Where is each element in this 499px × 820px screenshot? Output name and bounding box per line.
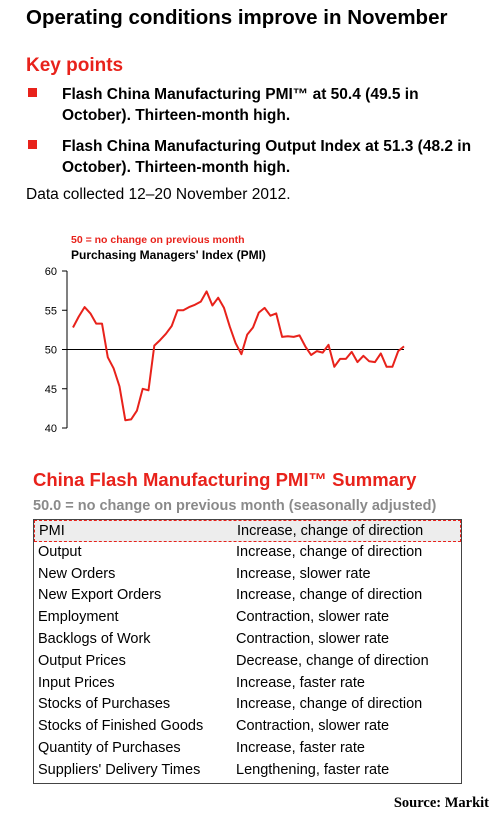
row-label: Stocks of Purchases (38, 696, 171, 713)
y-tick-label: 50 (45, 345, 57, 357)
table-row: PMI Increase, change of direction (34, 520, 461, 542)
row-label: Employment (38, 609, 119, 626)
row-label: Suppliers' Delivery Times (38, 761, 201, 778)
key-point-text: Flash China Manufacturing Output Index a… (62, 138, 472, 176)
table-row: Output Prices Decrease, change of directi… (34, 651, 461, 673)
summary-table: PMI Increase, change of direction Output In… (33, 519, 462, 784)
y-tick-label: 60 (45, 266, 57, 278)
row-label: New Export Orders (38, 587, 162, 604)
page-title: Operating conditions improve in November (26, 6, 448, 29)
y-tick-label: 40 (45, 423, 57, 435)
row-value: Contraction, slower rate (236, 631, 390, 647)
row-label: Quantity of Purchases (38, 740, 181, 756)
row-label: Output (38, 543, 82, 560)
row-value: Increase, change of direction (236, 696, 423, 713)
row-label: Output Prices (38, 652, 126, 669)
pmi-series-line (72, 290, 405, 422)
row-value: Increase, slower rate (236, 565, 371, 582)
table-row: Backlogs of Work Contraction, slower rate (34, 629, 461, 651)
y-tick-label: 55 (45, 305, 57, 317)
row-label: Backlogs of Work (38, 631, 151, 647)
table-row: Output Increase, change of direction (34, 542, 461, 564)
chart-title: Purchasing Managers' Index (PMI) (71, 248, 266, 262)
source-credit: Source: Markit (393, 795, 489, 811)
data-collected-note: Data collected 12–20 November 2012. (26, 186, 291, 203)
row-value: Lengthening, faster rate (236, 761, 390, 778)
bullet-square-icon (28, 140, 37, 149)
key-points-heading: Key points (26, 55, 124, 76)
row-value: Contraction, slower rate (236, 609, 390, 626)
row-label: PMI (39, 523, 65, 539)
row-label: Input Prices (38, 674, 115, 691)
table-row: New Export Orders Increase, change of dir… (34, 585, 461, 607)
table-row: Quantity of Purchases Increase, faster ra… (34, 738, 461, 760)
table-row: Stocks of Finished Goods Contraction, slo… (34, 716, 461, 738)
table-row: Input Prices Increase, faster rate (34, 673, 461, 695)
row-label: Stocks of Finished Goods (38, 718, 204, 735)
row-value: Contraction, slower rate (236, 718, 390, 735)
chart-annotation: 50 = no change on previous month (71, 234, 245, 246)
pmi-line-chart: 50 = no change on previous month Purchas… (45, 234, 405, 435)
row-value: Increase, change of direction (237, 523, 424, 539)
row-value: Increase, faster rate (236, 674, 365, 691)
key-point-text: Flash China Manufacturing PMI™ at 50.4 (… (62, 86, 419, 124)
table-row: Stocks of Purchases Increase, change of d… (34, 694, 461, 716)
y-tick-label: 45 (45, 384, 57, 396)
row-value: Increase, change of direction (236, 543, 423, 560)
row-value: Decrease, change of direction (236, 652, 429, 669)
row-value: Increase, faster rate (236, 740, 365, 756)
table-row: Suppliers' Delivery Times Lengthening, fa… (34, 760, 461, 782)
summary-subtitle: 50.0 = no change on previous month (seas… (33, 498, 437, 514)
table-row: New Orders Increase, slower rate (34, 564, 461, 586)
bullet-square-icon (28, 88, 37, 97)
row-label: New Orders (38, 565, 116, 582)
summary-title: China Flash Manufacturing PMI™ Summary (33, 469, 417, 490)
table-row: Employment Contraction, slower rate (34, 607, 461, 629)
row-value: Increase, change of direction (236, 587, 423, 604)
